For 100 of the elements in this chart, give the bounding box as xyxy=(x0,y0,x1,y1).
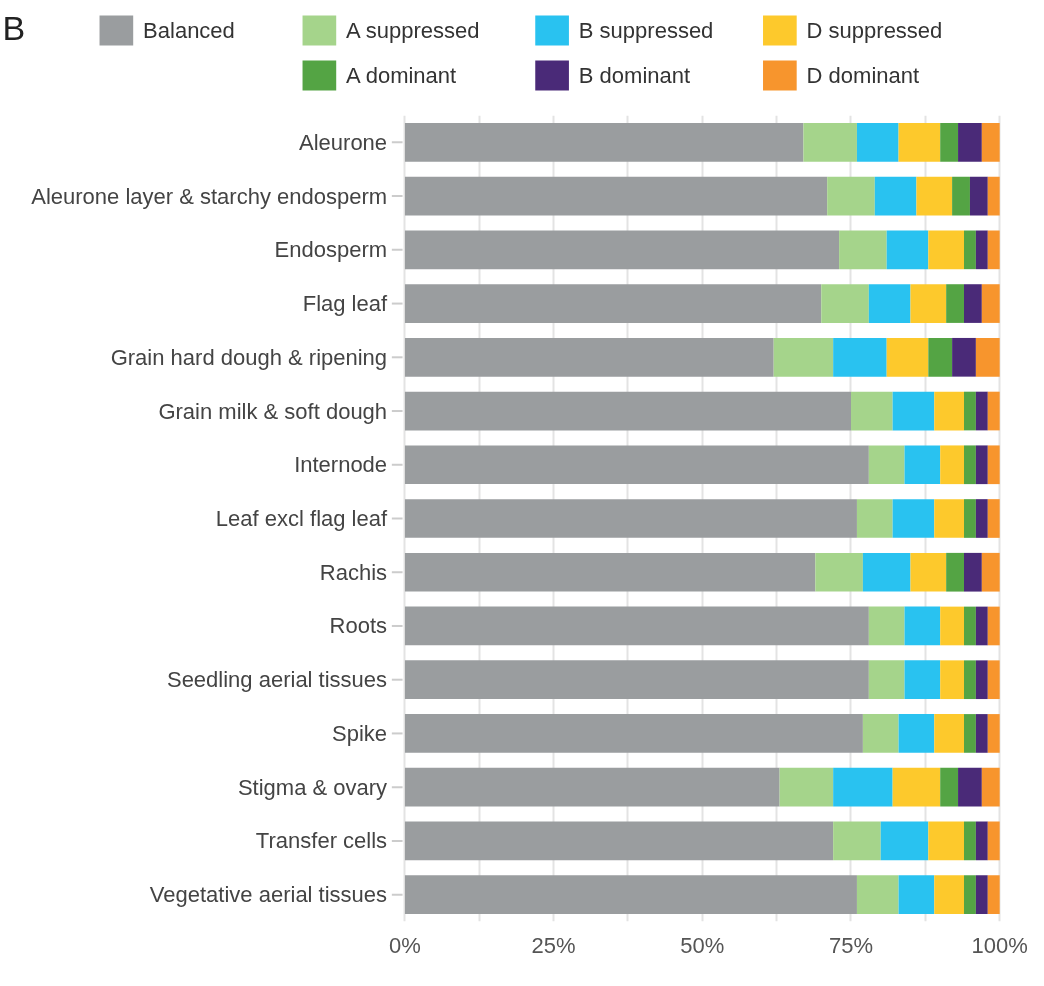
bar xyxy=(934,499,964,538)
y-tick-label: Flag leaf xyxy=(302,291,388,317)
bar xyxy=(833,821,881,861)
bar xyxy=(975,391,988,431)
bar xyxy=(975,445,988,485)
bar xyxy=(981,284,1000,323)
y-tick-label: Aleurone layer & starchy endosperm xyxy=(31,183,388,209)
bar xyxy=(940,660,964,700)
bar xyxy=(886,230,929,270)
bar xyxy=(886,337,929,377)
bar xyxy=(975,821,988,861)
bar xyxy=(892,391,935,431)
bar xyxy=(981,123,1000,162)
bar xyxy=(981,552,1000,592)
bar xyxy=(987,230,1000,270)
bar xyxy=(404,176,828,216)
y-tick-label: Rachis xyxy=(319,559,388,585)
bar xyxy=(404,337,774,377)
bar xyxy=(958,767,982,807)
bar xyxy=(898,123,941,162)
bar xyxy=(856,123,899,162)
bar xyxy=(404,284,822,323)
legend-label: A dominant xyxy=(346,63,457,88)
bar xyxy=(964,660,976,700)
bar xyxy=(856,499,893,538)
bar xyxy=(827,176,875,216)
bar xyxy=(892,767,941,807)
bar xyxy=(969,176,988,216)
bar xyxy=(404,552,816,592)
bar xyxy=(940,606,964,646)
bar xyxy=(975,714,988,753)
bar xyxy=(404,123,804,162)
x-tick-label: 50% xyxy=(680,932,725,958)
bar xyxy=(916,176,953,216)
bar xyxy=(975,660,988,700)
y-tick-label: Stigma & ovary xyxy=(237,774,388,800)
bar xyxy=(975,499,988,538)
bar xyxy=(815,552,863,592)
bar xyxy=(404,499,857,538)
bar xyxy=(839,230,887,270)
bar xyxy=(833,767,893,807)
legend-label: B suppressed xyxy=(578,18,714,43)
bar xyxy=(958,123,982,162)
bar xyxy=(874,176,917,216)
bar xyxy=(975,337,1000,377)
bar xyxy=(964,445,976,485)
bar xyxy=(904,606,941,646)
y-tick-label: Roots xyxy=(329,613,388,639)
bar xyxy=(964,284,982,323)
bar xyxy=(940,445,964,485)
bar xyxy=(987,821,1000,861)
bar xyxy=(964,230,976,270)
bar xyxy=(975,230,988,270)
bar xyxy=(833,337,887,377)
y-tick-label: Seedling aerial tissues xyxy=(166,667,388,693)
legend-label: Balanced xyxy=(143,18,235,43)
bar xyxy=(773,337,834,377)
y-tick-label: Transfer cells xyxy=(255,828,388,854)
bar xyxy=(862,552,911,592)
bar xyxy=(946,284,964,323)
bar xyxy=(952,337,976,377)
bar xyxy=(910,284,947,323)
bar xyxy=(404,660,869,700)
text: B xyxy=(2,8,26,47)
x-tick-label: 100% xyxy=(971,932,1028,958)
bar xyxy=(964,714,976,753)
legend-label: A suppressed xyxy=(346,18,480,43)
bar xyxy=(868,606,905,646)
bar xyxy=(779,767,834,807)
bar xyxy=(892,499,935,538)
bar xyxy=(404,391,851,431)
bar xyxy=(964,606,976,646)
x-tick-label: 25% xyxy=(531,932,576,958)
bar xyxy=(851,391,893,431)
bar xyxy=(803,123,857,162)
bar xyxy=(821,284,869,323)
bar xyxy=(928,337,953,377)
bar xyxy=(928,821,964,861)
bar xyxy=(856,875,899,914)
y-tick-label: Grain hard dough & ripening xyxy=(110,344,388,370)
bar xyxy=(404,714,863,753)
bar xyxy=(940,767,959,807)
bar xyxy=(987,176,1000,216)
bar xyxy=(898,875,935,914)
bar xyxy=(946,552,964,592)
bar xyxy=(868,445,905,485)
bar xyxy=(987,714,1000,753)
y-tick-label: Spike xyxy=(332,720,388,746)
bar xyxy=(987,499,1000,538)
y-tick-label: Vegetative aerial tissues xyxy=(149,882,388,908)
bar xyxy=(964,391,976,431)
legend-label: B dominant xyxy=(578,63,691,88)
legend-label: D suppressed xyxy=(806,18,943,43)
bar xyxy=(934,391,964,431)
bar xyxy=(934,875,964,914)
y-tick-label: Internode xyxy=(294,452,388,478)
bar xyxy=(910,552,947,592)
bar xyxy=(404,875,857,914)
bar xyxy=(964,552,982,592)
bar xyxy=(987,391,1000,431)
